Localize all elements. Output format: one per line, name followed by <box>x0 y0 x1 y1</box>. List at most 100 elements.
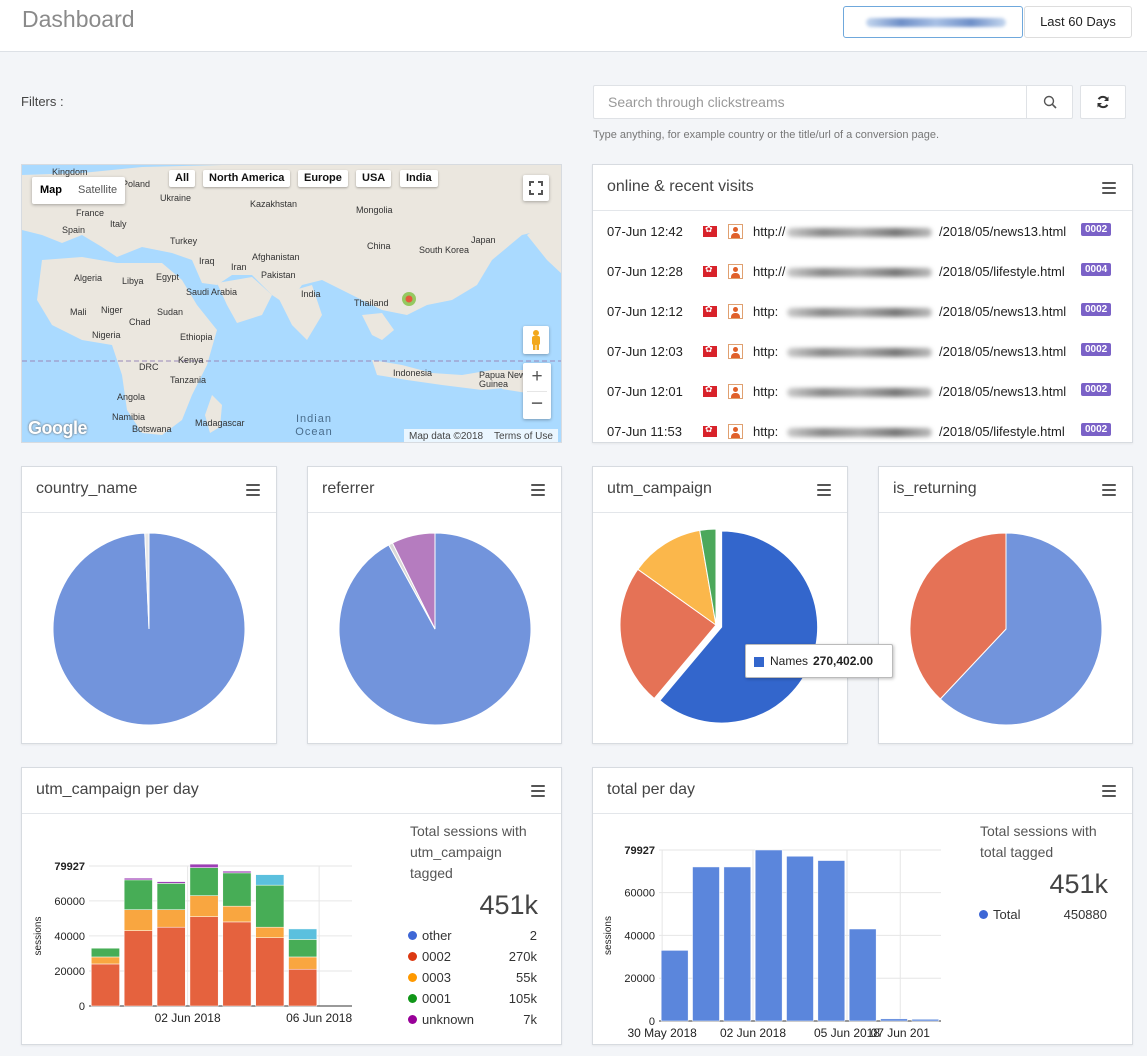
account-selector-button[interactable] <box>843 6 1023 38</box>
region-india-button[interactable]: India <box>400 170 438 187</box>
bar-segment[interactable] <box>754 849 783 1022</box>
menu-icon[interactable] <box>1102 182 1116 194</box>
y-axis-label: sessions <box>33 917 44 956</box>
map-type-satellite-button[interactable]: Satellite <box>78 184 118 196</box>
bar-segment[interactable] <box>189 895 219 917</box>
bar-segment[interactable] <box>692 866 720 1022</box>
bar-segment[interactable] <box>222 921 252 1007</box>
date-range-button[interactable]: Last 60 Days <box>1024 6 1132 38</box>
recent-visits-card: online & recent visits 07-Jun 12:42 http:… <box>592 164 1133 443</box>
bar-segment[interactable] <box>123 879 153 910</box>
bar-segment[interactable] <box>123 877 153 881</box>
visit-url-suffix[interactable]: /2018/05/news13.html <box>939 344 1067 359</box>
bar-segment[interactable] <box>189 863 219 868</box>
bar-segment[interactable] <box>255 874 285 886</box>
utm-campaign-pie-chart[interactable] <box>593 513 849 743</box>
bar-segment[interactable] <box>156 881 186 884</box>
bar-segment[interactable] <box>255 926 285 938</box>
campaign-badge: 0002 <box>1081 383 1112 396</box>
bar-segment[interactable] <box>156 909 186 928</box>
legend-item[interactable]: 0001 <box>408 991 451 1006</box>
bar-segment[interactable] <box>156 926 186 1007</box>
region-north-america-button[interactable]: North America <box>203 170 291 187</box>
total-per-day-chart[interactable]: 0 20000 40000 60000 79927 30 May 2018 02 Jun 2… <box>593 814 953 1045</box>
fullscreen-button[interactable] <box>523 175 549 201</box>
map-type-map-button[interactable]: Map <box>40 184 62 196</box>
terms-link[interactable]: Terms of Use <box>494 431 553 442</box>
refresh-button[interactable] <box>1080 85 1126 119</box>
bar-segment[interactable] <box>786 856 814 1022</box>
search-button[interactable] <box>1026 86 1072 118</box>
search-input[interactable] <box>594 86 1026 118</box>
card-title: referrer <box>322 480 375 497</box>
pie-slice[interactable] <box>637 529 717 627</box>
visit-url-suffix[interactable]: /2018/05/lifestyle.html <box>939 264 1065 279</box>
bar-segment[interactable] <box>817 860 846 1022</box>
legend-item[interactable]: other <box>408 928 452 943</box>
bar-segment[interactable] <box>255 937 285 1007</box>
world-map[interactable]: Kingdom Poland Ukraine Kazakhstan Mongol… <box>21 164 562 443</box>
menu-icon[interactable] <box>531 785 545 797</box>
visit-url-prefix: http:// <box>753 264 786 279</box>
region-europe-button[interactable]: Europe <box>298 170 348 187</box>
hong-kong-flag-icon <box>703 344 717 357</box>
bar-segment[interactable] <box>222 872 252 907</box>
visit-url-suffix[interactable]: /2018/05/lifestyle.html <box>939 424 1065 439</box>
bar-segment[interactable] <box>723 866 752 1022</box>
menu-icon[interactable] <box>1102 785 1116 797</box>
bar-segment[interactable] <box>156 883 186 910</box>
card-title: is_returning <box>893 480 977 497</box>
utm-campaign-per-day-chart[interactable]: 0 20000 40000 60000 79927 02 Jun 2018 06 Jun 2… <box>22 814 372 1045</box>
legend-item[interactable]: 0003 <box>408 970 451 985</box>
pie-slice[interactable] <box>619 568 717 700</box>
bar-segment[interactable] <box>189 916 219 1007</box>
is-returning-pie-chart[interactable] <box>879 513 1133 743</box>
bar-segment[interactable] <box>222 905 252 923</box>
visit-url-prefix: http: <box>753 384 779 399</box>
country-name-pie-chart[interactable] <box>22 513 277 743</box>
menu-icon[interactable] <box>531 484 545 496</box>
bar-segment[interactable] <box>123 930 153 1007</box>
zoom-in-button[interactable]: + <box>531 366 543 387</box>
menu-icon[interactable] <box>817 484 831 496</box>
bar-segment[interactable] <box>288 968 318 1007</box>
bar-segment[interactable] <box>123 909 153 931</box>
menu-icon[interactable] <box>246 484 260 496</box>
pie-slice[interactable] <box>909 532 1007 700</box>
visit-url-suffix[interactable]: /2018/05/news13.html <box>939 384 1067 399</box>
legend-item[interactable]: 0002 <box>408 949 451 964</box>
bar-segment[interactable] <box>255 884 285 928</box>
legend-item[interactable]: Total <box>979 907 1020 922</box>
bar-segment[interactable] <box>222 870 252 874</box>
bar-segment[interactable] <box>288 928 318 940</box>
region-usa-button[interactable]: USA <box>356 170 392 187</box>
visit-url-prefix: http: <box>753 344 779 359</box>
redacted-url <box>787 268 932 277</box>
pie-slice[interactable] <box>391 532 436 630</box>
bar-segment[interactable] <box>911 1019 940 1022</box>
street-view-pegman[interactable] <box>523 326 549 354</box>
bar-segment[interactable] <box>848 928 877 1022</box>
x-tick-label: 30 May 2018 <box>627 1026 697 1040</box>
pie-slice[interactable] <box>699 528 717 626</box>
bar-segment[interactable] <box>91 956 120 965</box>
bar-segment[interactable] <box>288 956 318 970</box>
referrer-pie-chart[interactable] <box>308 513 562 743</box>
bar-segment[interactable] <box>91 963 120 1007</box>
pie-slice[interactable] <box>939 532 1103 726</box>
bar-segment[interactable] <box>189 867 219 896</box>
legend-label: 0003 <box>422 970 451 985</box>
bar-segment[interactable] <box>660 950 689 1022</box>
region-all-button[interactable]: All <box>169 170 196 187</box>
bar-segment[interactable] <box>91 947 120 958</box>
legend-item[interactable]: unknown <box>408 1012 474 1027</box>
pie-slice[interactable] <box>144 532 150 630</box>
google-logo: Google <box>28 418 88 438</box>
bar-segment[interactable] <box>288 939 318 958</box>
zoom-out-button[interactable]: − <box>530 392 544 415</box>
map-land <box>22 165 561 435</box>
visit-url-suffix[interactable]: /2018/05/news13.html <box>939 224 1067 239</box>
menu-icon[interactable] <box>1102 484 1116 496</box>
bar-segment[interactable] <box>880 1018 908 1022</box>
visit-url-suffix[interactable]: /2018/05/news13.html <box>939 304 1067 319</box>
